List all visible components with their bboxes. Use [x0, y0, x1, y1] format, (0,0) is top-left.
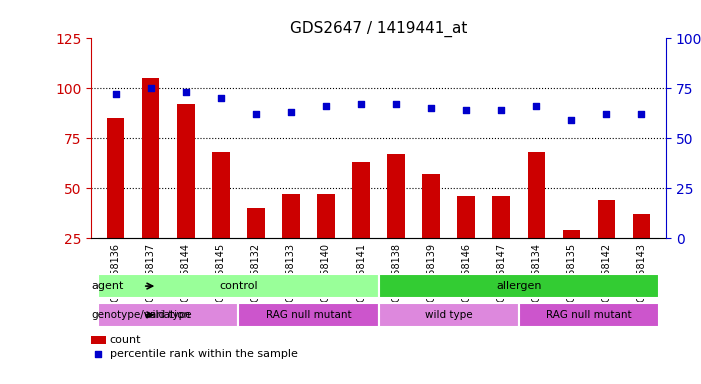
Point: [461, 107, 472, 113]
Bar: [142, 78, 160, 288]
Bar: [632, 214, 650, 288]
Bar: [317, 194, 335, 288]
Bar: [107, 118, 125, 288]
Point: [426, 105, 437, 111]
Bar: [492, 196, 510, 288]
Text: control: control: [219, 281, 258, 291]
Bar: [282, 194, 299, 288]
Bar: [422, 174, 440, 288]
Point: [496, 107, 507, 113]
Point: [215, 95, 226, 101]
Text: genotype/variation: genotype/variation: [91, 310, 191, 320]
Title: GDS2647 / 1419441_at: GDS2647 / 1419441_at: [290, 21, 468, 37]
FancyBboxPatch shape: [379, 303, 519, 327]
Bar: [212, 152, 230, 288]
Text: wild type: wild type: [425, 310, 472, 320]
Text: RAG null mutant: RAG null mutant: [266, 310, 351, 320]
Bar: [353, 162, 370, 288]
Text: RAG null mutant: RAG null mutant: [546, 310, 632, 320]
Bar: [527, 152, 545, 288]
FancyBboxPatch shape: [238, 303, 379, 327]
FancyBboxPatch shape: [98, 303, 238, 327]
Text: percentile rank within the sample: percentile rank within the sample: [109, 349, 297, 359]
Text: wild type: wild type: [144, 310, 192, 320]
Point: [355, 101, 367, 108]
Point: [636, 111, 647, 118]
Point: [110, 91, 121, 98]
Bar: [247, 208, 265, 288]
Point: [93, 351, 104, 357]
FancyBboxPatch shape: [379, 274, 659, 298]
Point: [180, 89, 191, 95]
Point: [601, 111, 612, 118]
Bar: [177, 104, 195, 288]
Point: [390, 101, 402, 108]
FancyBboxPatch shape: [98, 274, 379, 298]
Text: agent: agent: [91, 281, 124, 291]
Bar: [562, 230, 580, 288]
Point: [285, 109, 297, 115]
Text: allergen: allergen: [496, 281, 541, 291]
Bar: [387, 154, 405, 288]
FancyBboxPatch shape: [519, 303, 659, 327]
Point: [250, 111, 261, 118]
Point: [531, 103, 542, 109]
Point: [145, 85, 156, 91]
Bar: [457, 196, 475, 288]
Point: [320, 103, 332, 109]
Bar: [91, 336, 106, 344]
Text: count: count: [109, 335, 141, 345]
Point: [566, 117, 577, 123]
Bar: [597, 200, 615, 288]
